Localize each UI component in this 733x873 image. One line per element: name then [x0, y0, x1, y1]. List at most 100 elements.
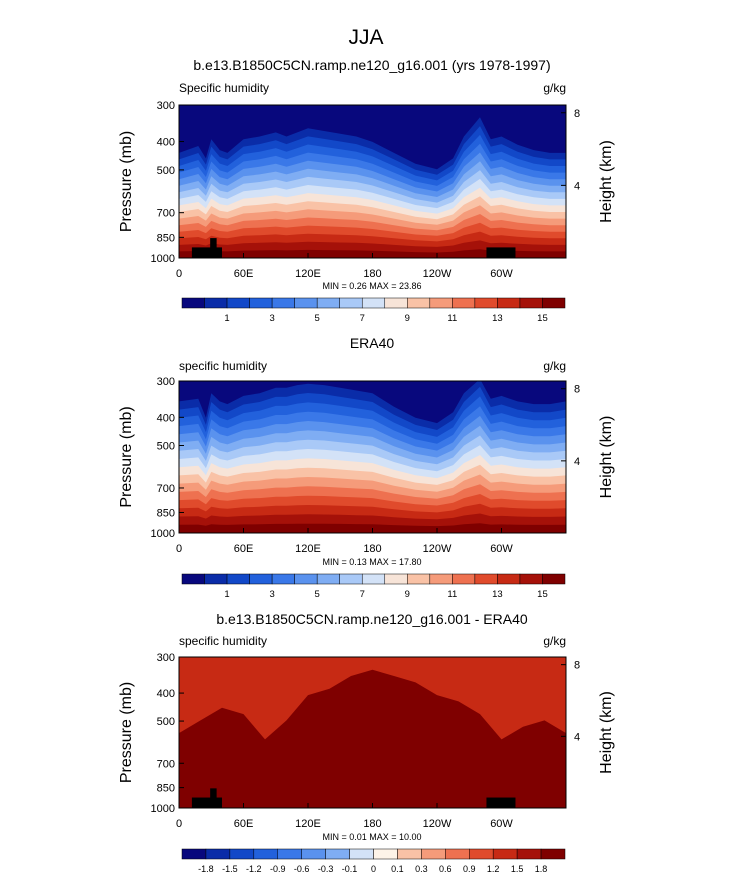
stats-label: MIN = 0.01 MAX = 10.00 — [322, 832, 421, 842]
land-mask-block — [486, 797, 516, 808]
colorbar-label: 1 — [224, 589, 229, 600]
contour-field — [179, 657, 566, 808]
y2-axis-label: Height (km) — [598, 140, 615, 223]
land-mask — [191, 238, 516, 258]
x-tick-label: 60W — [490, 268, 513, 280]
colorbar-box — [519, 573, 543, 585]
colorbar-box — [542, 573, 566, 585]
x-tick-label: 60E — [234, 818, 254, 830]
x-tick-label: 0 — [176, 818, 182, 830]
panel-units-label: g/kg — [543, 81, 566, 95]
colorbar-label: 1.2 — [487, 864, 500, 873]
colorbar-box — [253, 848, 278, 860]
colorbar: 1 3 5 7 9 11 13 15 — [181, 297, 566, 324]
x-tick-label: 180 — [363, 268, 381, 280]
colorbar-box — [542, 297, 566, 309]
colorbar-box — [429, 297, 453, 309]
colorbar-box — [316, 297, 340, 309]
colorbar-label: 11 — [447, 313, 457, 324]
panel-title: ERA40 — [350, 335, 395, 351]
y-tick-label: 1000 — [151, 528, 175, 540]
x-tick-label: 60W — [490, 543, 513, 555]
colorbar-label: -0.1 — [342, 864, 358, 873]
y2-tick-label: 8 — [574, 660, 580, 672]
y-tick-label: 500 — [157, 165, 175, 177]
colorbar-label: 15 — [537, 313, 548, 324]
colorbar-label: 11 — [447, 589, 457, 600]
colorbar-label: -0.6 — [294, 864, 310, 873]
colorbar-box — [407, 573, 431, 585]
colorbar-box — [204, 297, 228, 309]
y-tick-label: 400 — [157, 688, 175, 700]
colorbar-box — [397, 848, 422, 860]
colorbar-box — [204, 573, 228, 585]
panel-title: b.e13.B1850C5CN.ramp.ne120_g16.001 - ERA… — [216, 611, 528, 627]
y-tick-label: 300 — [157, 652, 175, 664]
colorbar: 1 3 5 7 9 11 13 15 — [181, 573, 566, 600]
x-tick-label: 60W — [490, 818, 513, 830]
colorbar-box — [429, 573, 453, 585]
colorbar-box — [229, 848, 255, 860]
colorbar-label: 13 — [492, 589, 503, 600]
land-mask-block — [191, 797, 222, 808]
colorbar-label: 0.3 — [415, 864, 428, 873]
colorbar-label: 1 — [224, 313, 229, 324]
y-tick-label: 850 — [157, 232, 175, 244]
colorbar-label: -1.5 — [222, 864, 238, 873]
colorbar-label: 13 — [492, 313, 503, 324]
colorbar-box — [516, 848, 542, 860]
y-tick-label: 1000 — [151, 253, 175, 265]
y2-tick-label: 8 — [574, 384, 580, 396]
x-tick-label: 60E — [234, 268, 254, 280]
colorbar-box — [361, 573, 386, 585]
x-tick-label: 180 — [363, 543, 381, 555]
colorbar-box — [294, 573, 318, 585]
panel-variable-label: specific humidity — [179, 634, 267, 648]
colorbar-box — [294, 297, 318, 309]
colorbar-label: -0.9 — [270, 864, 286, 873]
colorbar: -1.8 -1.5 -1.2 -0.9 -0.6 -0.3 -0.1 0 0.1 0.3 0.6 0.… — [181, 848, 566, 873]
stats-label: MIN = 0.26 MAX = 23.86 — [322, 281, 421, 291]
colorbar-box — [474, 573, 498, 585]
x-tick-label: 120E — [295, 543, 321, 555]
colorbar-box — [540, 848, 566, 860]
panel-3: b.e13.B1850C5CN.ramp.ne120_g16.001 - ERA… — [118, 611, 615, 873]
y-tick-label: 300 — [157, 100, 175, 112]
y-tick-label: 300 — [157, 376, 175, 388]
contour-field — [179, 381, 566, 533]
colorbar-label: 7 — [360, 589, 365, 600]
x-tick-label: 120W — [423, 543, 452, 555]
y2-tick-label: 4 — [574, 731, 580, 743]
land-mask — [191, 788, 516, 808]
colorbar-box — [271, 297, 295, 309]
y-axis-label: Pressure (mb) — [118, 131, 135, 232]
colorbar-box — [249, 573, 273, 585]
y-axis-label: Pressure (mb) — [118, 406, 135, 507]
colorbar-label: 1.5 — [511, 864, 524, 873]
y2-axis-label: Height (km) — [598, 416, 615, 499]
panel-variable-label: specific humidity — [179, 359, 267, 373]
y2-axis-label: Height (km) — [598, 691, 615, 774]
land-mask-block — [210, 788, 217, 808]
y-tick-label: 500 — [157, 716, 175, 728]
y-tick-label: 400 — [157, 412, 175, 424]
y-axis-label: Pressure (mb) — [118, 682, 135, 783]
colorbar-box — [181, 848, 207, 860]
colorbar-box — [497, 297, 521, 309]
colorbar-box — [316, 573, 340, 585]
colorbar-label: 3 — [269, 589, 274, 600]
colorbar-box — [277, 848, 302, 860]
colorbar-box — [226, 297, 250, 309]
y-tick-label: 850 — [157, 783, 175, 795]
y-tick-label: 1000 — [151, 803, 175, 815]
panel-title: b.e13.B1850C5CN.ramp.ne120_g16.001 (yrs … — [193, 57, 550, 73]
colorbar-label: 9 — [405, 313, 410, 324]
colorbar-box — [445, 848, 470, 860]
colorbar-box — [373, 848, 398, 860]
colorbar-box — [226, 573, 250, 585]
colorbar-box — [181, 573, 205, 585]
colorbar-label: 0 — [371, 864, 376, 873]
land-mask-block — [210, 238, 217, 258]
